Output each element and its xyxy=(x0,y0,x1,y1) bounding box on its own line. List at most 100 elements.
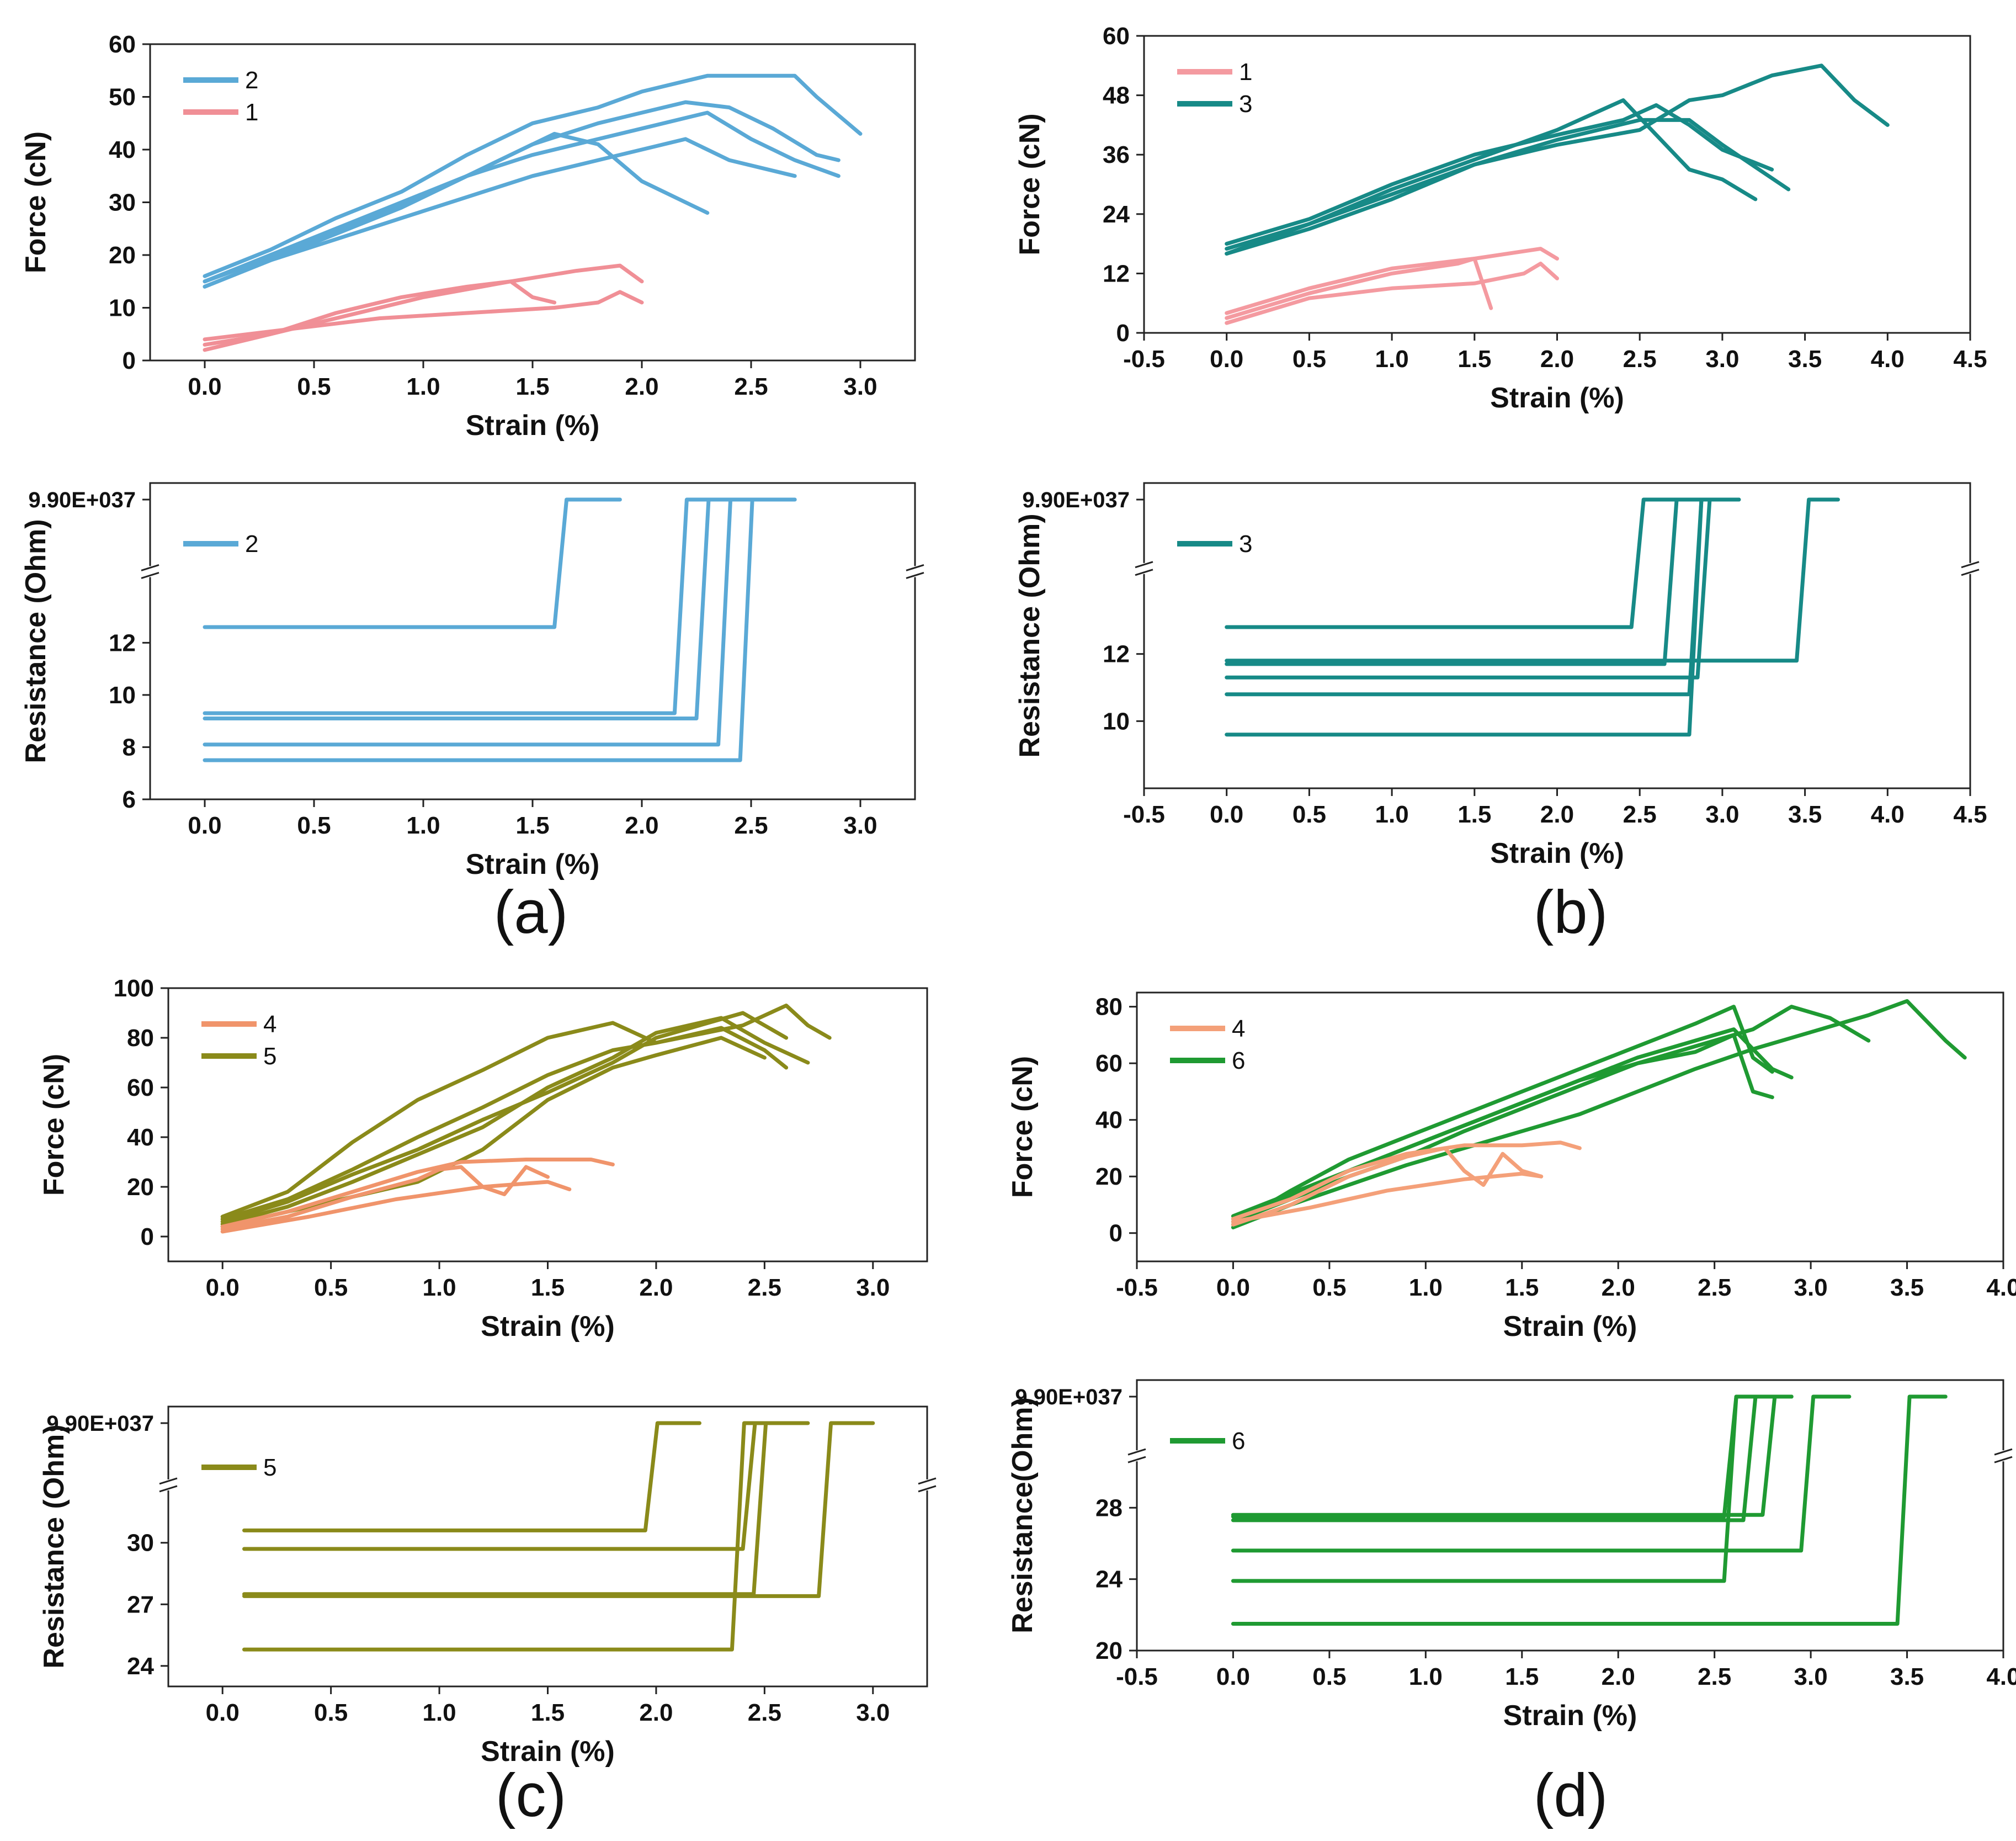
x-tick-label: -0.5 xyxy=(1123,801,1165,828)
x-axis-label: Strain (%) xyxy=(481,1736,615,1768)
x-tick-label: 2.5 xyxy=(1623,801,1657,828)
series-line-6 xyxy=(1231,999,1967,1229)
axis-break-mark xyxy=(159,1485,178,1493)
chart-b-res: -0.5 0.0 0.5 1.0 1.5 2.0 2.5 3.0 3.5 4.0 4.5 10 12 St… xyxy=(1014,482,1987,869)
x-tick-label: 4.0 xyxy=(1986,1274,2016,1301)
chart-a-force: 0.0 0.5 1.0 1.5 2.0 2.5 3.0 0 10 20 30 40 50 60 Strain… xyxy=(20,31,916,442)
axis-break-mark xyxy=(1961,561,1980,569)
series-line-3 xyxy=(1225,497,1708,666)
legend-label: 1 xyxy=(245,99,258,126)
axis-break-mark xyxy=(1135,561,1153,569)
x-tick-label: 1.5 xyxy=(531,1274,565,1301)
x-tick-label: 1.5 xyxy=(1505,1663,1539,1690)
axis-break-mark xyxy=(1135,569,1153,576)
x-axis-label: Strain (%) xyxy=(481,1311,615,1343)
y-axis-label: Force (cN) xyxy=(1007,1056,1039,1198)
x-tick-label: 0.0 xyxy=(1210,346,1243,373)
plot-frame xyxy=(1136,991,2004,1262)
x-tick-label: 3.5 xyxy=(1788,801,1822,828)
x-tick-label: 0.0 xyxy=(1216,1663,1250,1690)
panel-label-a: (a) xyxy=(494,878,568,946)
series-line-5 xyxy=(242,1421,875,1598)
y-tick-label: 20 xyxy=(1095,1163,1123,1190)
series-line-6 xyxy=(1231,1394,1948,1626)
y-tick-label: 60 xyxy=(1103,23,1130,50)
x-tick-label: 3.5 xyxy=(1890,1274,1924,1301)
axis-break-mark xyxy=(906,572,924,579)
y-tick-label: 40 xyxy=(1095,1107,1123,1134)
y-tick-label: 8 xyxy=(123,734,136,761)
x-tick-label: 4.0 xyxy=(1871,801,1905,828)
x-tick-label: 0.0 xyxy=(1216,1274,1250,1301)
x-tick-label: 2.0 xyxy=(625,373,658,400)
y-max-label: 9.90E+037 xyxy=(1015,1385,1123,1409)
series-line-6 xyxy=(1231,1005,1774,1227)
panel-label-b: (b) xyxy=(1534,878,1608,946)
x-tick-label: 1.0 xyxy=(422,1274,456,1301)
y-tick-label: 12 xyxy=(1103,641,1130,668)
y-max-label: 9.90E+037 xyxy=(28,488,136,512)
legend-label: 3 xyxy=(1239,530,1252,558)
x-tick-label: 3.5 xyxy=(1890,1663,1924,1690)
x-tick-label: 0.0 xyxy=(188,373,221,400)
y-tick-label: 30 xyxy=(127,1530,154,1557)
axis-break-mark xyxy=(159,1477,178,1485)
series-line-5 xyxy=(242,1421,701,1532)
y-tick-label: 28 xyxy=(1095,1494,1123,1521)
chart-c-force: 0.0 0.5 1.0 1.5 2.0 2.5 3.0 0 20 40 60 80 100 Strain … xyxy=(38,975,928,1343)
axis-break-mark xyxy=(141,572,159,579)
x-tick-label: 1.0 xyxy=(1409,1274,1443,1301)
x-tick-label: 2.5 xyxy=(734,373,768,400)
y-axis-label: Resistance (Ohm) xyxy=(38,1424,70,1668)
y-tick-label: 12 xyxy=(109,629,136,656)
x-axis-label: Strain (%) xyxy=(466,848,600,880)
axis-break-mark xyxy=(918,1477,937,1485)
x-tick-label: 4.0 xyxy=(1871,346,1905,373)
axis-break-mark xyxy=(918,1485,937,1493)
y-max-label: 9.90E+037 xyxy=(46,1412,154,1436)
series-line-3 xyxy=(1225,497,1691,629)
axis-break-mark xyxy=(1961,569,1980,576)
y-tick-label: 10 xyxy=(109,295,136,322)
x-tick-label: 2.5 xyxy=(748,1274,781,1301)
legend-label: 4 xyxy=(263,1011,276,1038)
x-tick-label: 4.5 xyxy=(1953,801,1987,828)
y-max-label: 9.90E+037 xyxy=(1022,488,1130,512)
legend-label: 2 xyxy=(245,530,258,558)
y-axis-label: Force (cN) xyxy=(38,1054,70,1196)
x-axis-label: Strain (%) xyxy=(1503,1311,1637,1343)
x-tick-label: 2.5 xyxy=(748,1699,781,1726)
y-tick-label: 0 xyxy=(123,347,136,374)
series-line-3 xyxy=(1225,63,1890,256)
y-tick-label: 48 xyxy=(1103,82,1130,109)
y-tick-label: 60 xyxy=(1095,1050,1123,1077)
y-tick-label: 30 xyxy=(109,189,136,216)
plot-frame xyxy=(1136,1379,2004,1652)
series-line-1 xyxy=(1225,262,1559,325)
y-tick-label: 36 xyxy=(1103,141,1130,168)
x-tick-label: 2.0 xyxy=(639,1699,673,1726)
y-tick-label: 60 xyxy=(109,31,136,58)
panel-label-c: (c) xyxy=(496,1762,566,1829)
axis-break-mark xyxy=(1127,1456,1146,1463)
series-line-6 xyxy=(1231,1394,1794,1583)
x-tick-label: 3.0 xyxy=(1794,1274,1828,1301)
series-line-4 xyxy=(1231,1140,1582,1221)
series-line-2 xyxy=(203,497,622,629)
panel-label-d: (d) xyxy=(1534,1762,1608,1829)
series-line-2 xyxy=(203,100,841,289)
x-tick-label: 1.0 xyxy=(1375,346,1409,373)
x-tick-label: 1.0 xyxy=(422,1699,456,1726)
y-tick-label: 40 xyxy=(109,136,136,163)
x-tick-label: 0.0 xyxy=(206,1274,240,1301)
series-line-3 xyxy=(1225,118,1791,251)
series-line-5 xyxy=(242,1421,789,1652)
x-tick-label: 2.0 xyxy=(639,1274,673,1301)
legend-label: 1 xyxy=(1239,59,1252,86)
y-axis-label: Resistance (Ohm) xyxy=(20,519,52,763)
series-line-2 xyxy=(203,497,797,762)
y-axis-label: Force (cN) xyxy=(20,131,52,273)
series-line-1 xyxy=(1225,247,1559,315)
x-tick-label: 1.5 xyxy=(531,1699,565,1726)
